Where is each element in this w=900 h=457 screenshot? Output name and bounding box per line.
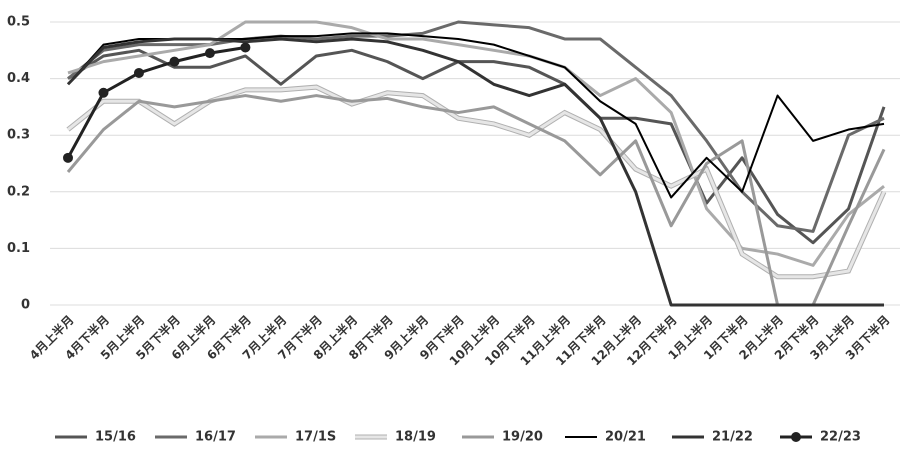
- series-marker: [204, 48, 215, 59]
- legend-label: 21/22: [712, 430, 753, 445]
- legend-label: 15/16: [95, 430, 136, 445]
- legend-label: 20/21: [605, 430, 646, 445]
- legend-marker: [791, 432, 801, 442]
- legend-label: 17/1S: [295, 430, 336, 445]
- y-tick-label: 0: [21, 298, 30, 313]
- y-tick-label: 0.4: [7, 71, 30, 86]
- series-marker: [133, 67, 144, 78]
- series-line: [67, 85, 886, 279]
- legend-label: 22/23: [820, 430, 861, 445]
- y-tick-label: 0.5: [7, 15, 30, 30]
- series-marker: [63, 152, 73, 163]
- legend-label: 19/20: [502, 430, 543, 445]
- series-line: [66, 94, 886, 307]
- series-line: [67, 48, 886, 245]
- series-line: [67, 20, 885, 233]
- series-marker: [240, 42, 251, 53]
- series-line: [66, 45, 246, 159]
- series-marker: [98, 87, 109, 98]
- y-tick-label: 0.1: [7, 241, 30, 256]
- legend-label: 16/17: [195, 430, 236, 445]
- y-tick-label: 0.2: [7, 184, 30, 199]
- series-line: [66, 37, 884, 307]
- series-line: [67, 20, 885, 267]
- y-tick-label: 0.3: [7, 128, 30, 143]
- legend-label: 18/19: [395, 430, 436, 445]
- series-marker: [169, 56, 180, 67]
